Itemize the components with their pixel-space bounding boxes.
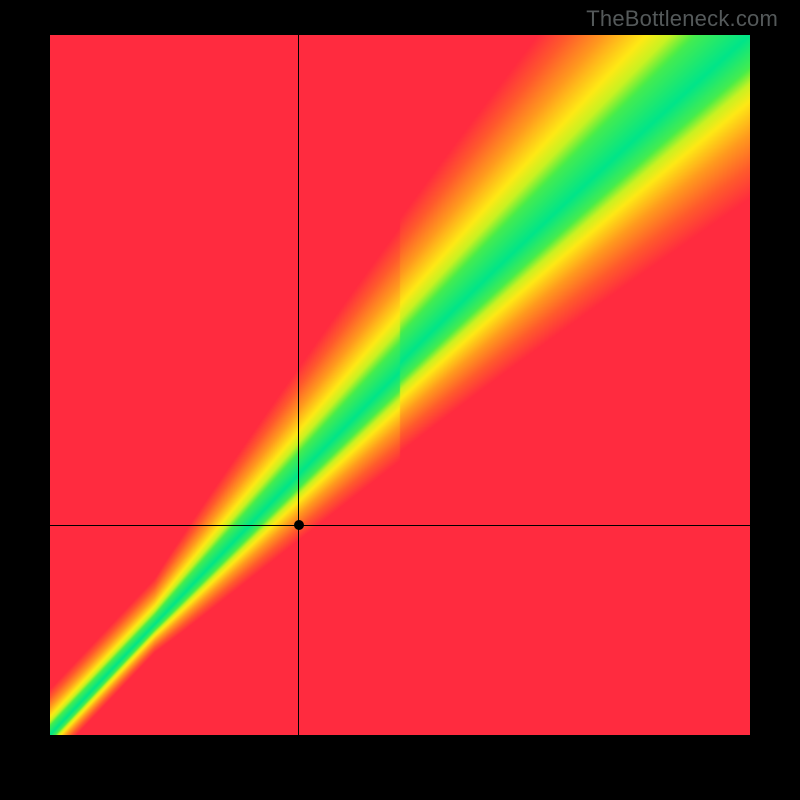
crosshair-horizontal: [50, 525, 750, 526]
watermark-text: TheBottleneck.com: [586, 6, 778, 32]
bottleneck-heatmap: [50, 35, 750, 735]
crosshair-vertical: [298, 35, 299, 735]
crosshair-marker: [294, 520, 304, 530]
heatmap-canvas: [50, 35, 750, 735]
